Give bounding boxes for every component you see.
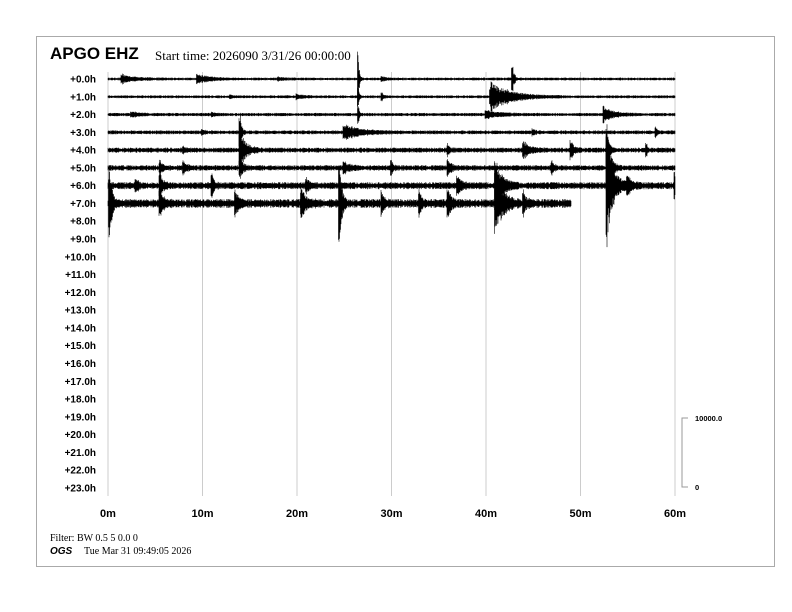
scale-bottom-label: 0 [695,483,699,492]
row-label: +8.0h [70,217,96,228]
row-label: +11.0h [65,270,96,281]
scale-top-label: 10000.0 [695,414,722,423]
row-label: +12.0h [65,288,96,299]
plot-frame [36,36,775,567]
row-label: +15.0h [65,341,96,352]
x-tick-label: 40m [475,508,497,520]
row-label: +10.0h [65,252,96,263]
row-label: +14.0h [65,323,96,334]
row-label: +9.0h [70,235,96,246]
filter-info: Filter: BW 0.5 5 0.0 0 [50,533,138,544]
station-title: APGO EHZ [50,44,139,63]
row-label: +5.0h [70,163,96,174]
row-label: +23.0h [65,483,96,494]
row-label: +13.0h [65,306,96,317]
x-tick-label: 60m [664,508,686,520]
row-label: +21.0h [65,448,96,459]
x-tick-label: 50m [569,508,591,520]
row-label: +1.0h [70,92,96,103]
row-label: +17.0h [65,377,96,388]
row-label: +16.0h [65,359,96,370]
row-label: +6.0h [70,181,96,192]
row-label: +3.0h [70,128,96,139]
start-time: Start time: 2026090 3/31/26 00:00:00 [155,48,351,63]
generated-timestamp: Tue Mar 31 09:49:05 2026 [84,546,192,557]
x-tick-label: 30m [380,508,402,520]
row-label: +22.0h [65,466,96,477]
row-label: +20.0h [65,430,96,441]
row-label: +19.0h [65,412,96,423]
row-label: +2.0h [70,110,96,121]
row-label: +7.0h [70,199,96,210]
amplitude-scale-bar [681,417,688,488]
row-label: +18.0h [65,395,96,406]
x-tick-label: 0m [100,508,116,520]
row-label: +0.0h [70,75,96,86]
x-tick-label: 20m [286,508,308,520]
row-label: +4.0h [70,146,96,157]
org-label: OGS [50,546,73,557]
x-tick-label: 10m [191,508,213,520]
